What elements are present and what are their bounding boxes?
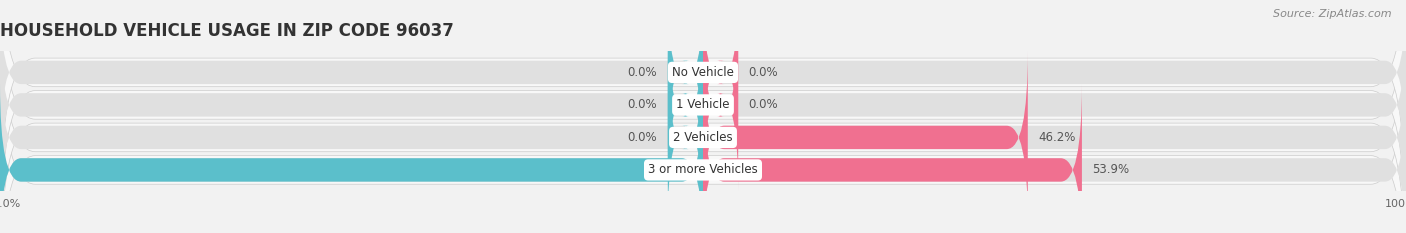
- FancyBboxPatch shape: [703, 51, 1028, 223]
- FancyBboxPatch shape: [668, 0, 703, 158]
- Text: No Vehicle: No Vehicle: [672, 66, 734, 79]
- FancyBboxPatch shape: [0, 0, 1406, 221]
- FancyBboxPatch shape: [0, 84, 703, 233]
- FancyBboxPatch shape: [703, 19, 738, 191]
- Text: 3 or more Vehicles: 3 or more Vehicles: [648, 163, 758, 176]
- FancyBboxPatch shape: [703, 19, 1406, 191]
- Text: 0.0%: 0.0%: [627, 66, 657, 79]
- Text: 0.0%: 0.0%: [749, 98, 779, 111]
- Text: 1 Vehicle: 1 Vehicle: [676, 98, 730, 111]
- FancyBboxPatch shape: [0, 84, 703, 233]
- FancyBboxPatch shape: [0, 22, 1406, 233]
- Text: 2 Vehicles: 2 Vehicles: [673, 131, 733, 144]
- Text: 0.0%: 0.0%: [627, 131, 657, 144]
- FancyBboxPatch shape: [703, 0, 1406, 158]
- FancyBboxPatch shape: [0, 0, 703, 158]
- FancyBboxPatch shape: [703, 84, 1083, 233]
- FancyBboxPatch shape: [668, 51, 703, 223]
- Text: 46.2%: 46.2%: [1039, 131, 1076, 144]
- Text: 0.0%: 0.0%: [749, 66, 779, 79]
- FancyBboxPatch shape: [0, 19, 703, 191]
- FancyBboxPatch shape: [703, 51, 1406, 223]
- Text: HOUSEHOLD VEHICLE USAGE IN ZIP CODE 96037: HOUSEHOLD VEHICLE USAGE IN ZIP CODE 9603…: [0, 22, 454, 40]
- FancyBboxPatch shape: [0, 51, 703, 223]
- Text: Source: ZipAtlas.com: Source: ZipAtlas.com: [1274, 9, 1392, 19]
- Text: 0.0%: 0.0%: [627, 98, 657, 111]
- Text: 53.9%: 53.9%: [1092, 163, 1129, 176]
- FancyBboxPatch shape: [668, 19, 703, 191]
- FancyBboxPatch shape: [703, 0, 738, 158]
- FancyBboxPatch shape: [703, 84, 1406, 233]
